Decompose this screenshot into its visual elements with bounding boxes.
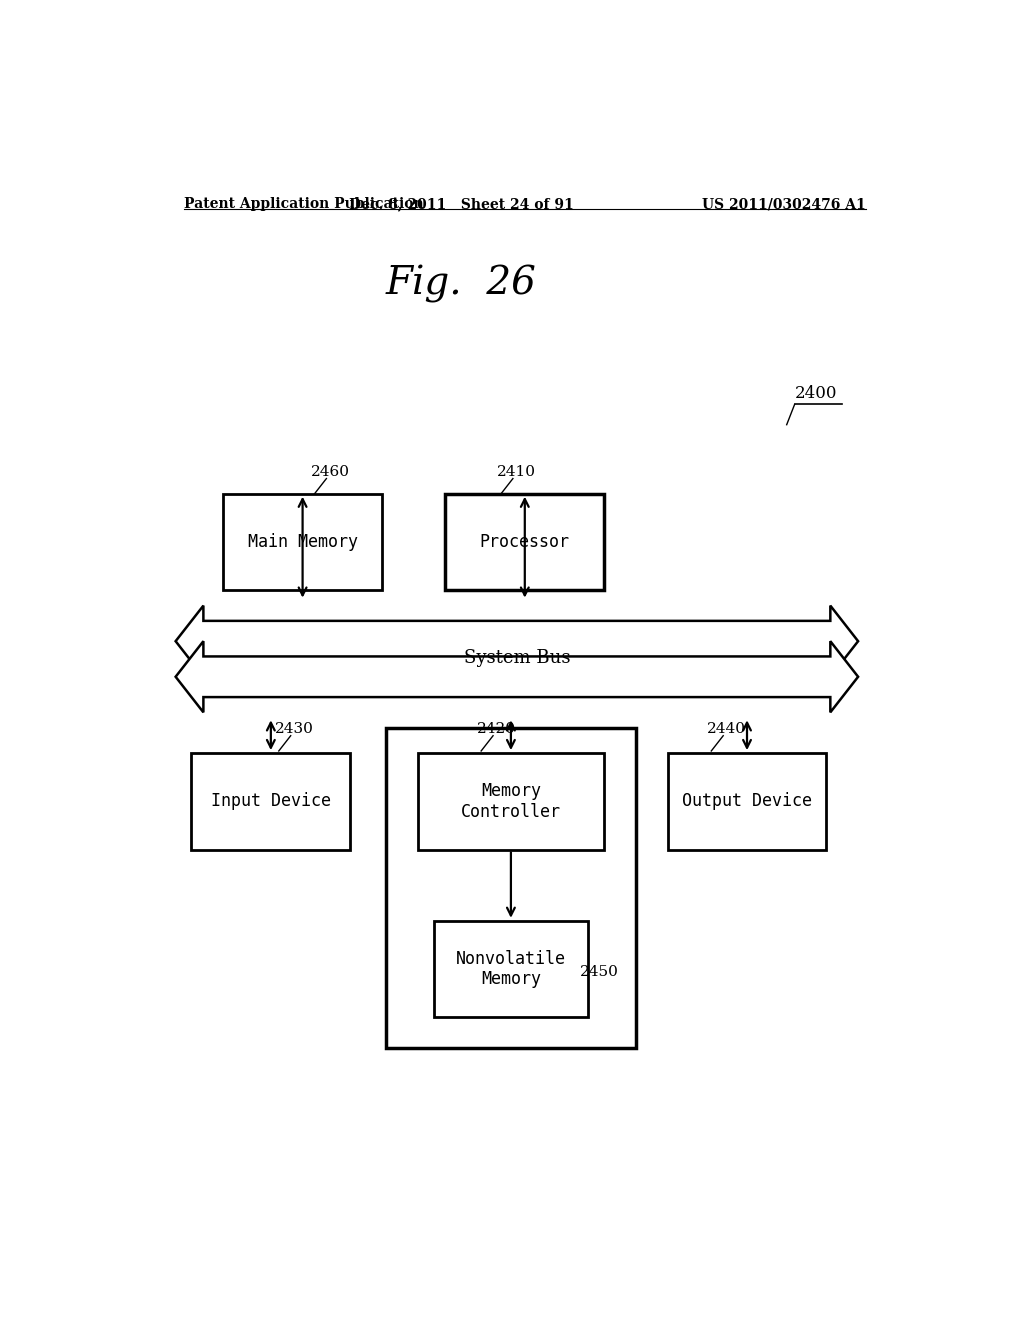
Text: US 2011/0302476 A1: US 2011/0302476 A1 xyxy=(702,197,866,211)
Bar xyxy=(386,727,636,1048)
Bar xyxy=(191,752,350,850)
Text: 2460: 2460 xyxy=(310,465,349,479)
Text: 2430: 2430 xyxy=(274,722,313,735)
Text: Nonvolatile
Memory: Nonvolatile Memory xyxy=(456,949,566,989)
Text: Output Device: Output Device xyxy=(682,792,812,810)
Text: Input Device: Input Device xyxy=(211,792,331,810)
Polygon shape xyxy=(176,606,858,677)
Text: 2410: 2410 xyxy=(497,465,536,479)
Bar xyxy=(418,752,604,850)
Bar xyxy=(668,752,826,850)
Text: Fig.  26: Fig. 26 xyxy=(386,265,537,304)
Text: 2450: 2450 xyxy=(581,965,620,978)
Polygon shape xyxy=(176,642,858,713)
Text: Memory
Controller: Memory Controller xyxy=(461,781,561,821)
Text: 2420: 2420 xyxy=(477,722,516,735)
Bar xyxy=(445,494,604,590)
Bar xyxy=(223,494,382,590)
Bar xyxy=(433,921,588,1018)
Text: System Bus: System Bus xyxy=(464,649,570,668)
Text: Main Memory: Main Memory xyxy=(248,533,357,550)
Text: 2440: 2440 xyxy=(708,722,746,735)
Text: Dec. 8, 2011   Sheet 24 of 91: Dec. 8, 2011 Sheet 24 of 91 xyxy=(349,197,573,211)
Text: 2400: 2400 xyxy=(795,385,838,403)
Text: Patent Application Publication: Patent Application Publication xyxy=(183,197,423,211)
Text: Processor: Processor xyxy=(480,533,569,550)
